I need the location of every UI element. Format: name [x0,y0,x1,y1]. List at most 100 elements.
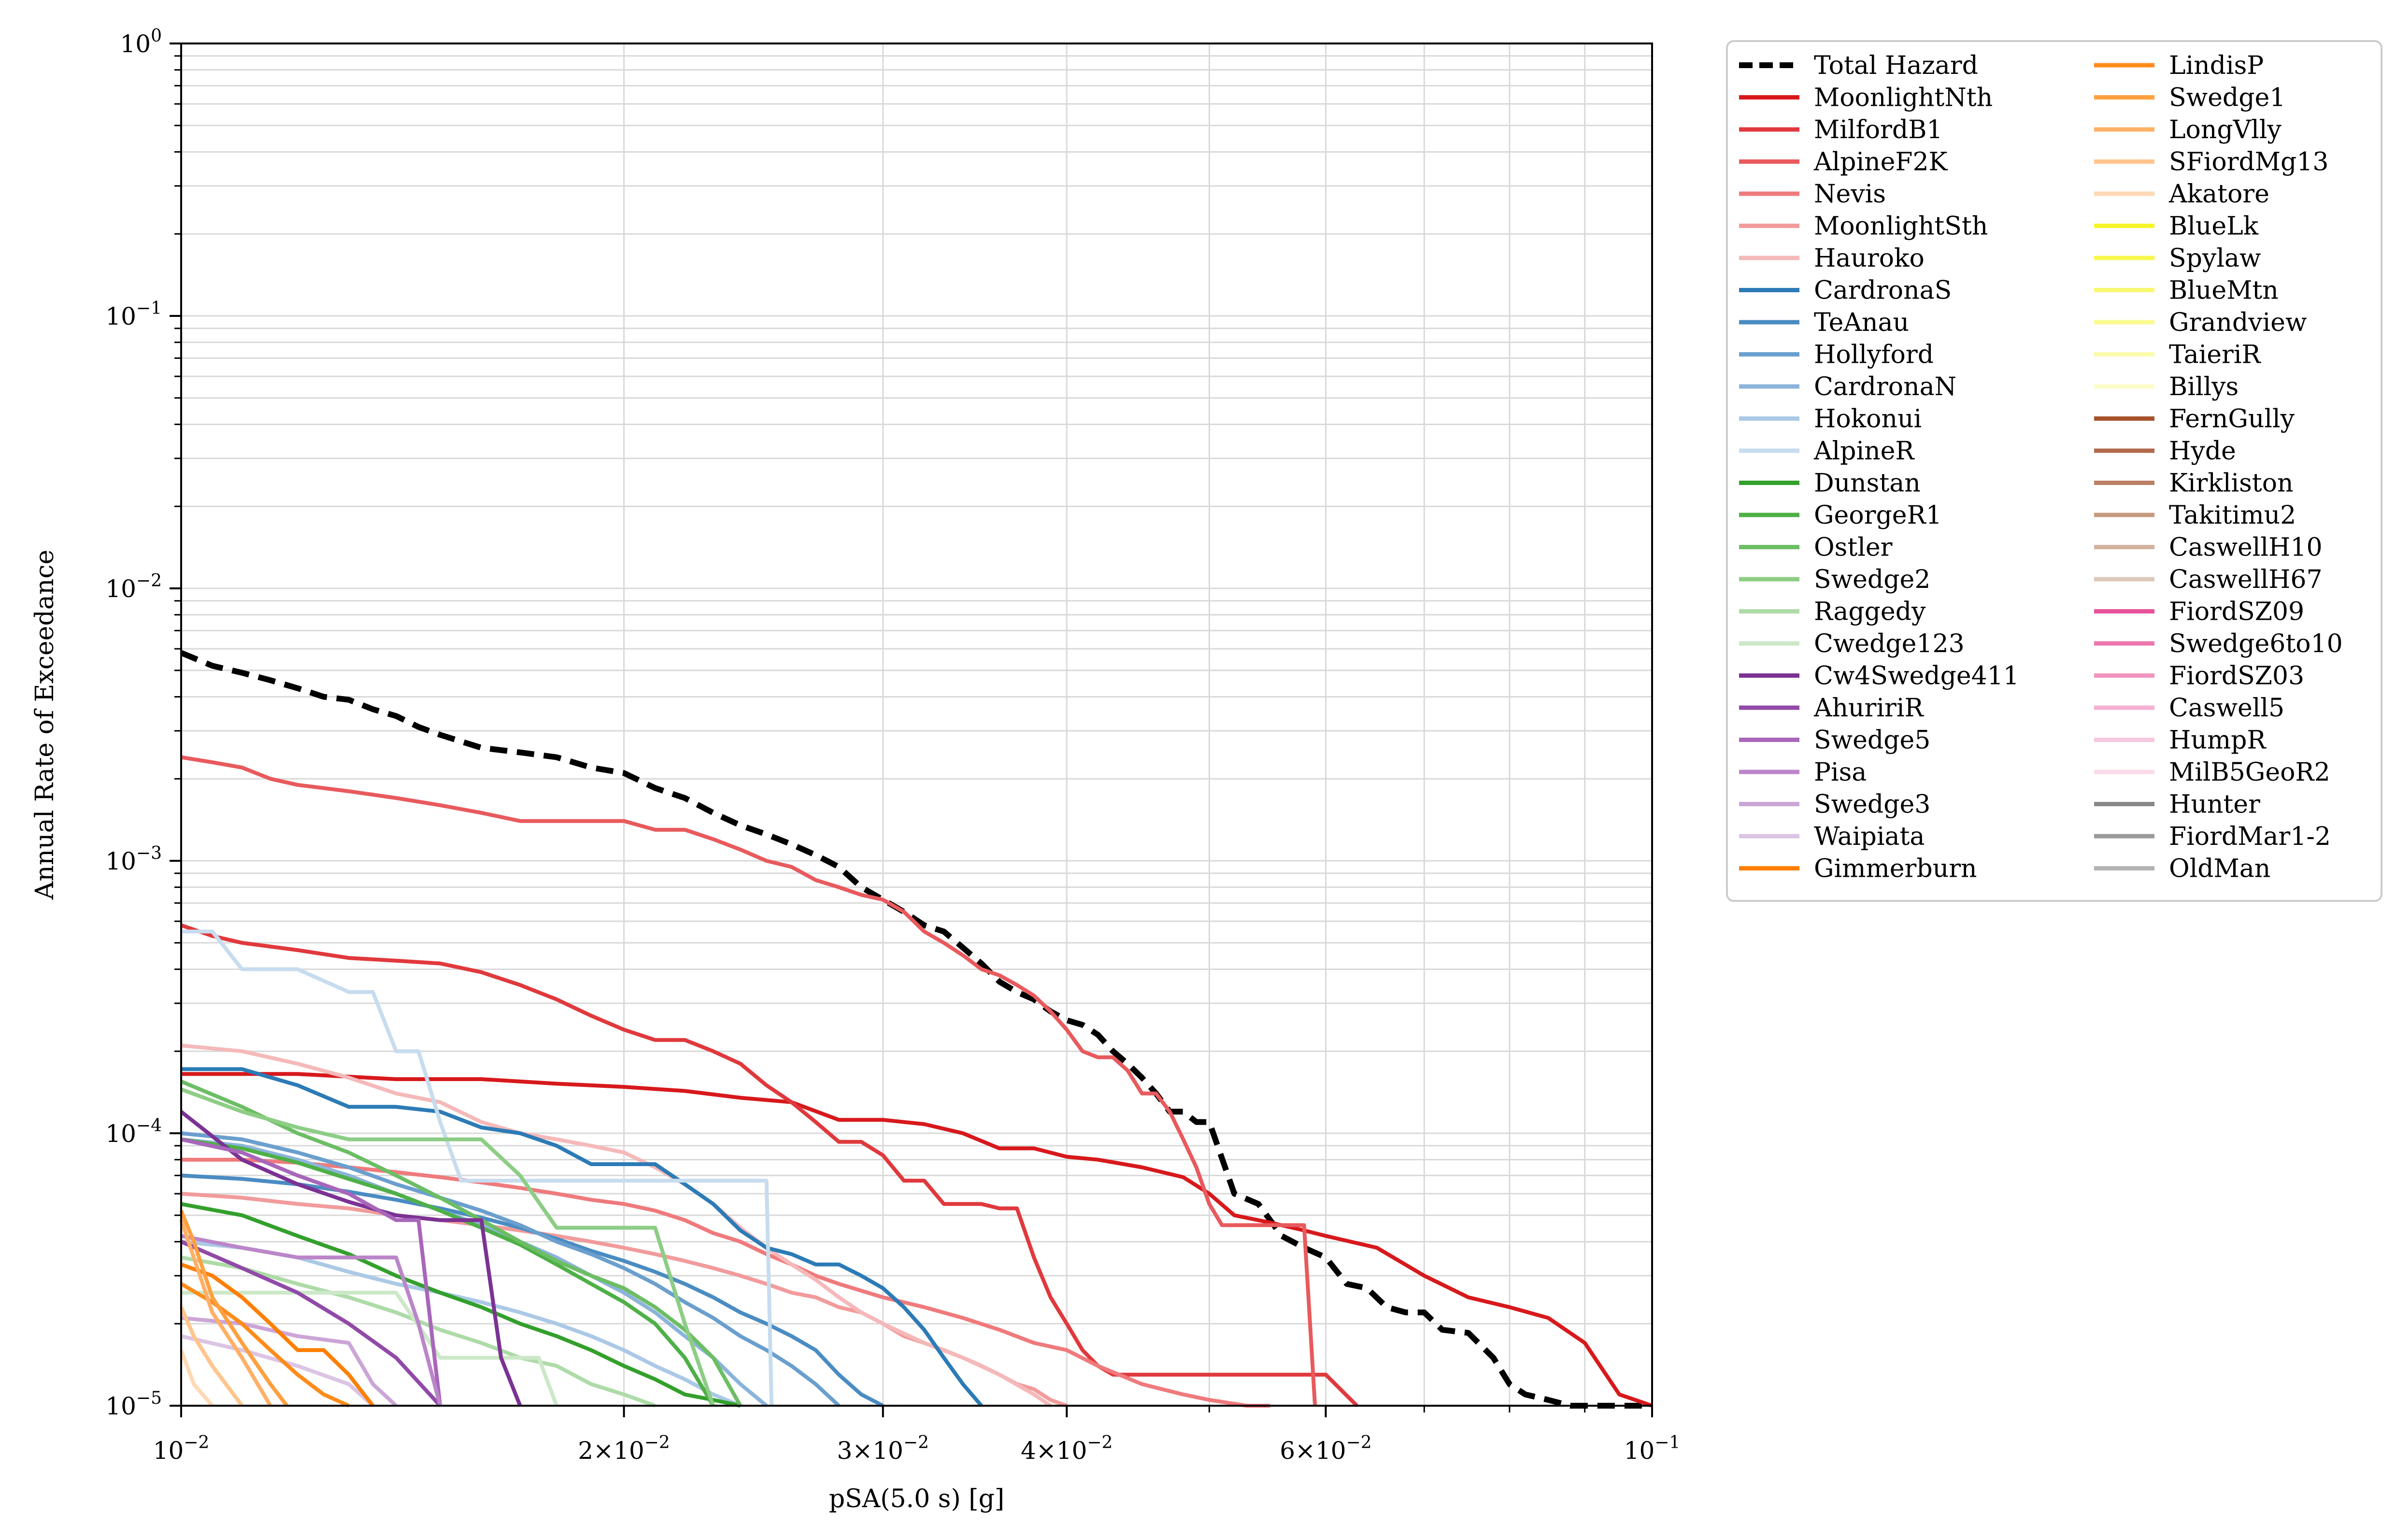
legend-item: TaieriR [2094,341,2262,370]
legend-item: FiordSZ09 [2094,598,2304,627]
legend-label: Swedge3 [1814,790,1930,819]
legend-label: BlueMtn [2169,276,2279,305]
legend-item: Waipiata [1739,822,1925,851]
legend-box [1726,40,2382,902]
legend-item: Swedge2 [1739,565,1930,594]
legend-item: MilfordB1 [1739,115,1943,144]
legend-item: AlpineR [1739,437,1915,466]
legend-label: Swedge1 [2169,84,2285,113]
legend-item: GeorgeR1 [1739,501,1942,530]
legend-item: Raggedy [1739,598,1926,627]
series-line-Pisa [181,1234,442,1407]
legend-label: Total Hazard [1814,51,1978,80]
legend-label: AhuririR [1813,694,1925,723]
legend-item: OldMan [2094,855,2270,884]
series-line-MoonlightNth [181,1072,1653,1408]
legend-label: Ostler [1814,533,1893,562]
legend-label: Akatore [2168,180,2269,209]
series-line-AlpineR [181,929,774,1406]
legend-item: Dunstan [1739,469,1921,498]
legend-label: Dunstan [1814,469,1921,498]
legend-label: MilB5GeoR2 [2169,758,2330,787]
x-tick-label: 10−1 [1624,1433,1681,1465]
legend-label: Hauroko [1814,244,1925,273]
legend-item: TeAnau [1739,308,1909,337]
y-tick-label: 10−4 [105,1116,162,1148]
series-line-LindisP [180,1282,350,1408]
legend-item: Pisa [1739,758,1867,787]
legend-item: Akatore [2094,180,2269,209]
legend-item: Ostler [1739,533,1893,562]
legend-item: FiordSZ03 [2094,662,2304,691]
legend-label: TeAnau [1814,308,1909,337]
legend-label: Swedge2 [1814,565,1930,594]
legend-item: Grandview [2094,308,2307,337]
grid-lines [181,43,1652,1406]
legend-label: GeorgeR1 [1814,501,1942,530]
y-tick-label: 10−5 [105,1388,162,1420]
legend-label: LongVlly [2169,115,2282,144]
legend-label: Raggedy [1814,598,1926,627]
x-tick-label: 3×10−2 [837,1433,929,1465]
legend-item: Total Hazard [1739,51,1978,80]
series-line-Ostler [180,1080,742,1407]
legend-label: Grandview [2169,308,2307,337]
legend-label: Kirkliston [2169,469,2294,498]
legend-item: Caswell5 [2094,694,2284,723]
legend-label: Hunter [2169,790,2260,819]
axis-ticks: 10−2 2×10−2 3×10−2 4×10−2 6×10−2 10−1 100 10−1 1… [105,26,1680,1465]
legend-item: Hunter [2094,790,2260,819]
legend-item: AlpineF2K [1739,148,1948,177]
series-line-Waipiata [181,1334,374,1407]
legend-item: Billys [2094,372,2239,401]
y-axis-label: Annual Rate of Exceedance [30,550,59,900]
legend-label: CardronaN [1814,372,1956,401]
legend-label: Hokonui [1814,405,1922,434]
legend-label: AlpineF2K [1813,148,1948,177]
legend-label: HumpR [2169,726,2267,755]
series-line-MilfordB1 [180,923,1358,1407]
legend-label: CaswellH10 [2169,533,2323,562]
y-tick-label: 10−2 [105,571,162,603]
series-line-SFiordMg13 [179,1306,244,1407]
legend-item: Kirkliston [2094,469,2294,498]
legend-item: FiordMar1-2 [2094,822,2331,851]
legend-label: Hyde [2169,437,2236,466]
legend-item: Hyde [2094,437,2236,466]
legend-label: MoonlightNth [1814,84,1993,113]
series-line-Gimmerburn [180,1262,375,1407]
legend-item: LindisP [2094,51,2264,80]
y-tick-label: 10−3 [105,843,162,875]
legend-item: Nevis [1739,180,1886,209]
legend-item: CardronaS [1739,276,1952,305]
legend-item: CaswellH67 [2094,565,2323,594]
series-line-GeorgeR1 [181,1137,715,1407]
series-line-Swedge2 [180,1087,715,1407]
series-line-Hollyford [181,1131,841,1407]
legend-item: SFiordMg13 [2094,148,2328,177]
legend-label: Swedge6to10 [2169,629,2343,658]
legend-label: FiordMar1-2 [2169,822,2331,851]
legend-item: BlueLk [2094,212,2259,241]
legend-item: Takitimu2 [2094,501,2296,530]
legend-item: MoonlightSth [1739,212,1988,241]
legend-label: FiordSZ03 [2169,662,2304,691]
legend-item: AhuririR [1739,694,1925,723]
legend-item: FernGully [2094,405,2295,434]
legend-label: Hollyford [1814,341,1934,370]
series-line-Cw4Swedge411 [180,1110,522,1407]
x-tick-label: 2×10−2 [578,1433,670,1465]
plot-frame [180,43,1653,1407]
series-line-AhuririR [180,1240,442,1407]
legend-item: Swedge1 [2094,84,2285,113]
series-line-CardronaS [181,1067,983,1407]
legend-item: CaswellH10 [2094,533,2323,562]
legend-label: TaieriR [2169,341,2262,370]
series-lines [179,650,1653,1409]
legend-label: Nevis [1814,180,1886,209]
legend-label: AlpineR [1813,437,1915,466]
legend-label: FernGully [2169,405,2295,434]
series-line-Cwedge123 [181,1291,559,1407]
